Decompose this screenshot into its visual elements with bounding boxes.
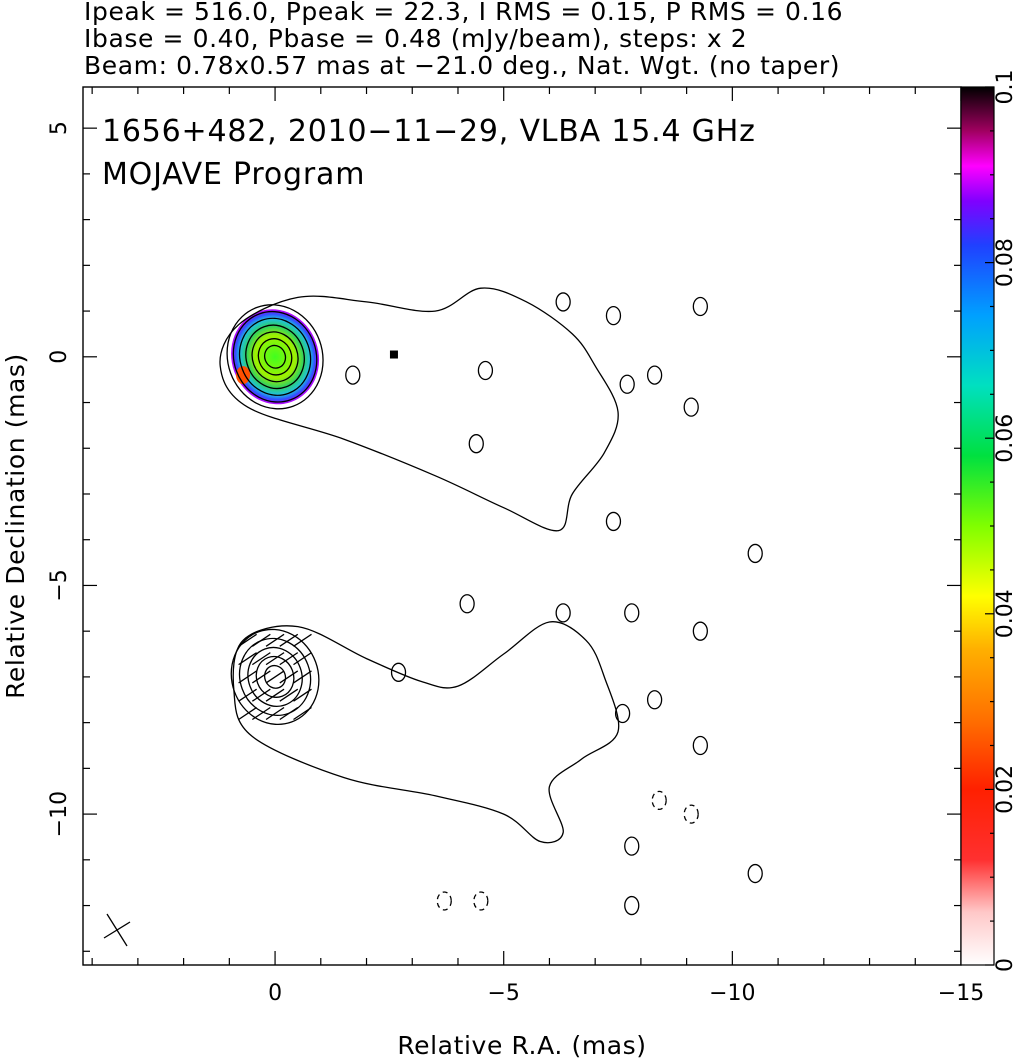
upper-core-contour [226, 304, 324, 410]
y-tick-label: −5 [47, 569, 72, 601]
colorbar-tick-label: 0.04 [993, 589, 1018, 638]
upper-contour-blob [605, 305, 622, 326]
upper-contour-blob [555, 292, 571, 312]
polarization-vector [238, 706, 257, 721]
polarization-vector [279, 688, 299, 702]
upper-core-contour [238, 317, 312, 396]
lower-contour-blob [624, 836, 640, 856]
upper-core-contour [245, 324, 305, 390]
negative-contour-blob [436, 891, 452, 911]
polarization-vector [265, 670, 285, 684]
upper-contour-blob [619, 374, 635, 394]
polarization-vector [293, 633, 312, 647]
upper-contour-blob [747, 543, 763, 564]
polarization-vector [265, 688, 285, 702]
contour-layer [103, 287, 763, 947]
polarization-vector [293, 688, 312, 702]
lower-core-contour [263, 664, 287, 689]
polarization-vector [265, 706, 285, 721]
colorbar-tick-label: 0.08 [993, 238, 1018, 287]
upper-contour-blob [624, 603, 640, 623]
negative-contour-blob [683, 804, 699, 824]
polarization-vector [251, 652, 271, 666]
upper-contour-blob [683, 397, 699, 417]
polarized-core-edge-color [236, 366, 251, 385]
polarization-vector [279, 706, 299, 721]
x-axis-label: Relative R.A. (mas) [397, 1031, 646, 1060]
lower-jet-contour [232, 621, 620, 844]
lower-contour-blob [390, 662, 407, 682]
upper-contour-blob [692, 296, 708, 317]
upper-core-contour [263, 344, 287, 369]
lower-contour-blob [646, 690, 663, 710]
chart-title: 1656+482, 2010−11−29, VLBA 15.4 GHz [102, 114, 756, 149]
x-tick-label: 0 [268, 981, 282, 1006]
polarized-core-color [231, 309, 320, 405]
colorbar-tick-label: 0.06 [993, 414, 1018, 463]
polarization-vector [251, 670, 271, 684]
polarization-vector [251, 688, 271, 702]
polarization-vector [265, 633, 285, 647]
header-line-3: Beam: 0.78x0.57 mas at −21.0 deg., Nat. … [84, 51, 840, 80]
plot-frame [82, 86, 962, 966]
polarization-vector [293, 670, 312, 684]
lower-contour-blob [614, 703, 631, 724]
lower-contour-blob [692, 621, 708, 641]
upper-core-contour [251, 331, 299, 383]
y-axis-label: Relative Declination (mas) [1, 353, 30, 699]
upper-core-contour [232, 310, 318, 403]
data-marker [389, 350, 398, 359]
polarization-vector [238, 633, 257, 647]
axis-ticks [83, 87, 962, 965]
beam-minor-axis [103, 921, 131, 939]
upper-contour-blob [477, 360, 494, 381]
upper-jet-contour [219, 287, 619, 532]
polarization-vector [251, 633, 271, 647]
colorbar-ticks: 0 0.02 0.04 0.06 0.08 0.1 [985, 70, 1018, 972]
colorbar [960, 86, 995, 966]
polarization-vector [293, 652, 312, 666]
polarization-vector [279, 670, 299, 684]
colorbar-tick-label: 0.02 [993, 765, 1018, 814]
header-line-2: Ibase = 0.40, Pbase = 0.48 (mJy/beam), s… [84, 24, 747, 53]
y-tick-label: −10 [47, 791, 72, 837]
upper-contour-blob [605, 511, 622, 532]
polarization-vector [293, 706, 312, 721]
lower-core-contour [255, 655, 295, 698]
lower-contour-blob [747, 863, 763, 884]
negative-contour-blob [651, 790, 667, 811]
x-tick-label: −5 [487, 981, 519, 1006]
polarization-vector [238, 688, 257, 702]
chart-subtitle: MOJAVE Program [102, 157, 365, 192]
x-tick-label: −10 [709, 981, 755, 1006]
polarization-vector [238, 652, 257, 666]
upper-core-contour [257, 338, 293, 376]
negative-contour-blob [473, 891, 489, 911]
header-line-1: Ipeak = 516.0, Ppeak = 22.3, I RMS = 0.1… [84, 0, 843, 26]
lower-core-contour [247, 646, 303, 707]
polarization-vector [279, 652, 299, 666]
axis-tick-labels: 0 −5 −10 −15 5 0 −5 −10 [47, 121, 984, 1006]
y-tick-label: 5 [47, 121, 72, 135]
polarization-vector [279, 633, 299, 647]
upper-contour-blob [459, 594, 475, 614]
lower-contour-blob [624, 895, 640, 916]
polarization-vector [265, 652, 285, 666]
upper-contour-blob [646, 365, 663, 385]
polarization-vector [238, 670, 257, 684]
polarization-color-layer [231, 309, 320, 405]
polarization-vector [251, 706, 271, 721]
lower-contour-blob [555, 603, 571, 623]
colorbar-tick-label: 0.1 [993, 70, 1018, 105]
colorbar-tick-label: 0 [993, 958, 1018, 972]
x-tick-label: −15 [938, 981, 984, 1006]
y-tick-label: 0 [47, 350, 72, 364]
upper-contour-blob [468, 434, 484, 454]
lower-contour-blob [692, 735, 708, 756]
upper-contour-blob [345, 365, 361, 385]
